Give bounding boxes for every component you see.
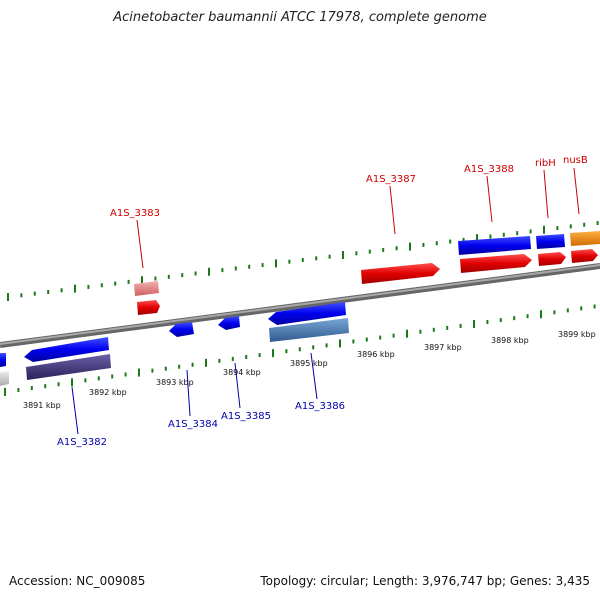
gene-label-a1s-3388[interactable]: A1S_3388 bbox=[464, 164, 514, 175]
gene-a1s-3383[interactable] bbox=[137, 300, 160, 315]
gene-nusb-upper[interactable] bbox=[570, 231, 600, 246]
scale-label: 3898 kbp bbox=[491, 336, 529, 345]
reverse-genes bbox=[0, 302, 349, 386]
scale-label: 3894 kbp bbox=[223, 368, 261, 377]
gene-a1s-3386[interactable] bbox=[268, 302, 346, 325]
gene-label-a1s-3386[interactable]: A1S_3386 bbox=[295, 401, 345, 412]
gene-label-a1s-3382[interactable]: A1S_3382 bbox=[57, 437, 107, 448]
gene-a1s-3385[interactable] bbox=[218, 316, 240, 330]
gene-a1s-3388[interactable] bbox=[460, 254, 532, 273]
gene-a1s-3386-steel[interactable] bbox=[269, 318, 349, 342]
gene-a1s-3383-light[interactable] bbox=[134, 281, 159, 296]
gene-ribh[interactable] bbox=[538, 252, 566, 266]
scale-labels: 3891 kbp 3892 kbp 3893 kbp 3894 kbp 3895… bbox=[23, 330, 596, 410]
gene-a1s-3387[interactable] bbox=[361, 263, 440, 284]
gene-label-a1s-3385[interactable]: A1S_3385 bbox=[221, 411, 271, 422]
label-leader-lines bbox=[71, 167, 580, 435]
leader-ribh bbox=[543, 169, 549, 219]
gene-labels: A1S_3383 A1S_3387 A1S_3388 ribH nusB A1S… bbox=[57, 155, 588, 448]
gene-nusb[interactable] bbox=[571, 249, 598, 263]
gene-label-a1s-3387[interactable]: A1S_3387 bbox=[366, 174, 416, 185]
leader-a1s-3386 bbox=[310, 352, 318, 400]
gene-a1s-3384[interactable] bbox=[169, 322, 194, 337]
leader-a1s-3382 bbox=[71, 386, 79, 435]
gene-a1s-3382[interactable] bbox=[24, 337, 109, 362]
leader-a1s-3387 bbox=[389, 185, 396, 235]
gene-left-edge-grey[interactable] bbox=[0, 371, 9, 386]
genome-summary-text: Topology: circular; Length: 3,976,747 bp… bbox=[260, 574, 590, 588]
scale-label: 3895 kbp bbox=[290, 359, 328, 368]
leader-a1s-3388 bbox=[486, 175, 493, 223]
gene-label-ribh[interactable]: ribH bbox=[535, 158, 556, 169]
gene-a1s-3388-upper[interactable] bbox=[458, 236, 531, 255]
forward-genes bbox=[134, 231, 600, 315]
gene-label-a1s-3384[interactable]: A1S_3384 bbox=[168, 419, 218, 430]
scale-label: 3892 kbp bbox=[89, 388, 127, 397]
gene-label-a1s-3383[interactable]: A1S_3383 bbox=[110, 208, 160, 219]
lower-tick-row bbox=[4, 304, 596, 396]
accession-text: Accession: NC_009085 bbox=[9, 574, 146, 588]
gene-ribh-upper[interactable] bbox=[536, 234, 565, 249]
gene-left-edge-blue[interactable] bbox=[0, 353, 6, 367]
leader-nusb bbox=[573, 167, 580, 215]
gene-label-nusb[interactable]: nusB bbox=[563, 155, 588, 166]
scale-label: 3891 kbp bbox=[23, 401, 61, 410]
gene-a1s-3382-dark[interactable] bbox=[26, 354, 111, 380]
scale-label: 3899 kbp bbox=[558, 330, 596, 339]
leader-a1s-3384 bbox=[186, 369, 191, 417]
scale-label: 3896 kbp bbox=[357, 350, 395, 359]
scale-label: 3893 kbp bbox=[156, 378, 194, 387]
leader-a1s-3385 bbox=[234, 362, 241, 409]
scale-label: 3897 kbp bbox=[424, 343, 462, 352]
genome-title: Acinetobacter baumannii ATCC 17978, comp… bbox=[113, 10, 487, 25]
upper-tick-row bbox=[7, 221, 599, 301]
genome-backbone bbox=[0, 263, 600, 348]
leader-a1s-3383 bbox=[136, 219, 144, 269]
